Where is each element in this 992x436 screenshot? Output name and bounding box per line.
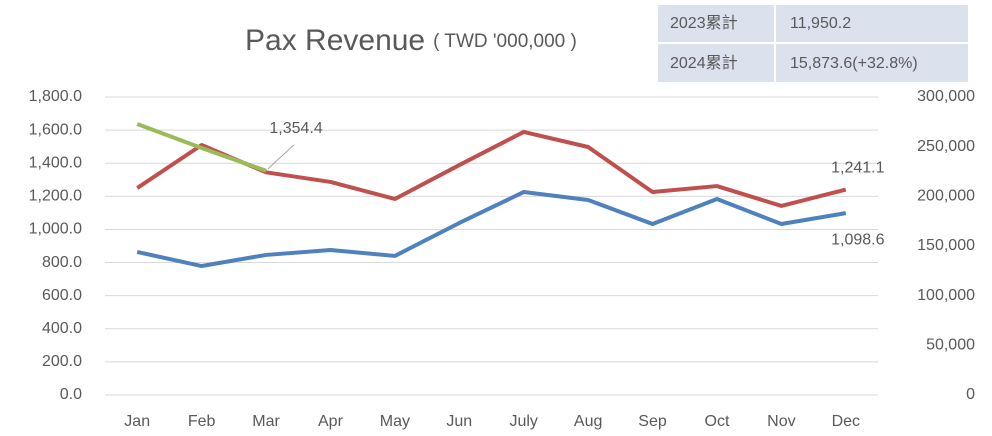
x-tick-label: Aug bbox=[574, 413, 602, 430]
x-tick-label: Sep bbox=[638, 413, 667, 430]
chart-title: Pax Revenue ( TWD '000,000 ) bbox=[245, 24, 577, 57]
data-label: 1,098.6 bbox=[831, 231, 884, 248]
data-label: 1,241.1 bbox=[831, 160, 884, 177]
y-tick-label: 1,600.0 bbox=[29, 121, 82, 138]
x-tick-label: Apr bbox=[318, 413, 344, 430]
y-tick-label: 250,000 bbox=[917, 138, 975, 155]
x-tick-label: Oct bbox=[705, 413, 730, 430]
series-line bbox=[136, 129, 847, 208]
data-label: 1,354.4 bbox=[269, 120, 322, 137]
table-cell: 15,873.6(+32.8%) bbox=[790, 55, 918, 72]
y-tick-label: 150,000 bbox=[917, 237, 975, 254]
y-tick-label: 0 bbox=[966, 386, 975, 403]
table-cell: 2023累計 bbox=[670, 14, 738, 32]
x-tick-label: Mar bbox=[252, 413, 280, 430]
x-tick-label: Jan bbox=[124, 413, 150, 430]
subtitle: ( TWD '000,000 ) bbox=[433, 31, 577, 52]
x-tick-label: Dec bbox=[832, 413, 860, 430]
y-tick-label: 100,000 bbox=[917, 287, 975, 304]
table-row bbox=[658, 5, 968, 42]
summary-table: 2023累計 11,950.2 2024累計 15,873.6(+32.8%) bbox=[658, 5, 968, 82]
leader-line bbox=[267, 144, 295, 170]
y-tick-label: 1,400.0 bbox=[29, 154, 82, 171]
table-cell: 2024累計 bbox=[670, 54, 738, 72]
y-tick-label: 400.0 bbox=[42, 320, 82, 337]
x-tick-label: Feb bbox=[188, 413, 216, 430]
y-tick-label: 1,800.0 bbox=[29, 88, 82, 105]
y-tick-label: 600.0 bbox=[42, 287, 82, 304]
series-line bbox=[136, 190, 847, 269]
series-line bbox=[136, 122, 267, 173]
table-row bbox=[658, 44, 968, 82]
y-tick-label: 0.0 bbox=[60, 386, 82, 403]
y-tick-label: 200.0 bbox=[42, 353, 82, 370]
title: Pax Revenue bbox=[245, 24, 425, 57]
y-tick-label: 800.0 bbox=[42, 254, 82, 271]
x-tick-label: Jun bbox=[446, 413, 472, 430]
y-tick-label: 300,000 bbox=[917, 88, 975, 105]
x-tick-label: May bbox=[380, 413, 410, 430]
y-tick-label: 1,000.0 bbox=[29, 221, 82, 238]
y-tick-label: 1,200.0 bbox=[29, 188, 82, 205]
y-tick-label: 200,000 bbox=[917, 188, 975, 205]
y-tick-label: 50,000 bbox=[926, 337, 975, 354]
x-tick-label: Nov bbox=[767, 413, 795, 430]
table-cell: 11,950.2 bbox=[790, 15, 851, 32]
x-tick-label: July bbox=[509, 413, 537, 430]
